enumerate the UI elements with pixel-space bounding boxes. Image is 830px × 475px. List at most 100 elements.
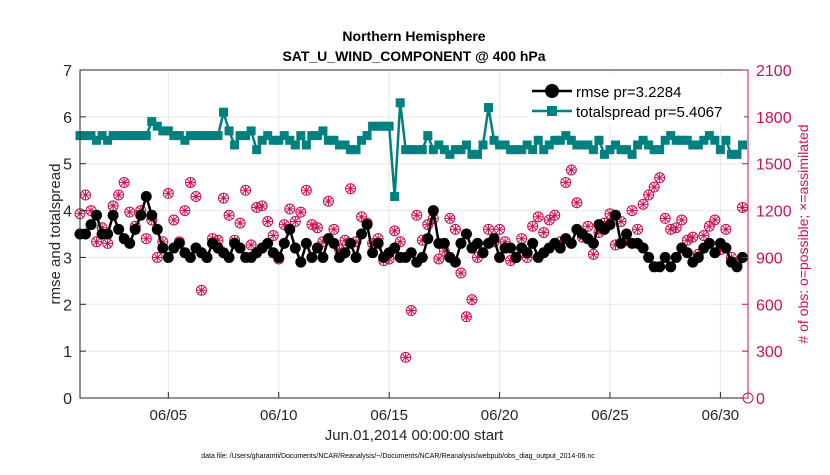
rmse-marker [361, 219, 373, 231]
rmse-marker [477, 247, 489, 259]
totalspread-marker [555, 135, 565, 145]
totalspread-marker [484, 102, 494, 112]
totalspread-marker [147, 117, 157, 127]
totalspread-marker [506, 145, 516, 155]
assimilated-obs-marker [632, 224, 643, 235]
totalspread-marker [230, 140, 240, 150]
y-tick-label: 0 [63, 391, 72, 408]
rmse-marker [422, 233, 434, 245]
totalspread-marker [351, 145, 361, 155]
totalspread-marker [401, 145, 411, 155]
x-axis: 06/05 06/10 06/15 06/20 06/25 06/30 [150, 392, 739, 424]
assimilated-obs-marker [544, 214, 555, 225]
totalspread-marker [158, 126, 168, 136]
totalspread-marker [627, 149, 637, 159]
rmse-marker [367, 247, 379, 259]
totalspread-marker [715, 145, 725, 155]
totalspread-marker [279, 131, 289, 141]
totalspread-marker [599, 149, 609, 159]
assimilated-obs-marker [461, 311, 472, 322]
totalspread-marker [196, 131, 206, 141]
totalspread-marker [219, 107, 229, 117]
totalspread-marker [517, 145, 527, 155]
rmse-marker [720, 242, 732, 254]
totalspread-marker [737, 140, 747, 150]
assimilated-obs-marker [494, 224, 505, 235]
totalspread-marker [611, 140, 621, 150]
assimilated-obs-marker [406, 305, 417, 316]
totalspread-marker [301, 140, 311, 150]
rmse-marker [151, 223, 163, 235]
totalspread-marker [721, 135, 731, 145]
assimilated-obs-marker [649, 182, 660, 193]
totalspread-marker [622, 145, 632, 155]
assimilated-obs-marker [163, 188, 174, 199]
y-tick-label: 6 [63, 110, 72, 127]
assimilated-obs-marker [328, 224, 339, 235]
rmse-marker [610, 209, 622, 221]
totalspread-marker [693, 140, 703, 150]
totalspread-marker [334, 140, 344, 150]
x-tick-label: 06/05 [150, 407, 188, 424]
y2-tick-label: 1800 [756, 110, 792, 127]
assimilated-obs-marker [400, 352, 411, 363]
totalspread-marker [726, 149, 736, 159]
legend-totalspread-label: totalspread pr=5.4067 [576, 104, 722, 121]
totalspread-marker [649, 145, 659, 155]
totalspread-marker [246, 126, 256, 136]
rmse-marker [135, 209, 147, 221]
rmse-marker [201, 251, 213, 263]
totalspread-marker [114, 131, 124, 141]
totalspread-marker [207, 131, 217, 141]
rmse-marker [731, 261, 743, 273]
assimilated-obs-marker [395, 236, 406, 247]
assimilated-obs-marker [643, 189, 654, 200]
rmse-marker [449, 256, 461, 268]
assimilated-obs-marker [483, 224, 494, 235]
y-tick-label: 3 [63, 250, 72, 267]
y2-axis-label: # of obs: o=possible; ×=assimilated [795, 124, 811, 343]
totalspread-marker [412, 145, 422, 155]
rmse-marker [494, 251, 506, 263]
assimilated-obs-marker [91, 236, 102, 247]
totalspread-marker [263, 131, 273, 141]
assimilated-obs-marker [102, 238, 113, 249]
totalspread-marker [362, 131, 372, 141]
totalspread-marker [180, 135, 190, 145]
totalspread-marker [644, 140, 654, 150]
totalspread-marker [136, 131, 146, 141]
assimilated-obs-marker [113, 189, 124, 200]
assimilated-obs-marker [124, 207, 135, 218]
assimilated-obs-marker [389, 225, 400, 236]
assimilated-obs-marker [444, 213, 455, 224]
rmse-marker [262, 237, 274, 249]
rmse-marker [416, 251, 428, 263]
assimilated-obs-marker [179, 205, 190, 216]
assimilated-obs-marker [301, 185, 312, 196]
totalspread-marker [583, 140, 593, 150]
rmse-marker [107, 209, 119, 221]
rmse-marker [157, 242, 169, 254]
chart-title: Northern Hemisphere [342, 28, 485, 44]
right-axis: 0 300 600 900 1200 1500 1800 2100 [742, 63, 792, 408]
assimilated-obs-marker [638, 199, 649, 210]
totalspread-marker [699, 135, 709, 145]
rmse-marker [505, 242, 517, 254]
totalspread-marker [119, 131, 129, 141]
assimilated-obs-marker [323, 196, 334, 207]
rmse-marker [113, 223, 125, 235]
assimilated-obs-marker [411, 210, 422, 221]
assimilated-obs-marker [582, 221, 593, 232]
assimilated-obs-marker [654, 172, 665, 183]
rmse-marker [284, 223, 296, 235]
rmse-marker [146, 209, 158, 221]
assimilated-obs-marker [262, 216, 273, 227]
totalspread-marker [390, 192, 400, 202]
rmse-marker [692, 251, 704, 263]
assimilated-obs-marker [290, 216, 301, 227]
rmse-marker [665, 261, 677, 273]
totalspread-marker [384, 121, 394, 131]
y2-tick-label: 1200 [756, 204, 792, 221]
totalspread-marker [368, 121, 378, 131]
totalspread-marker [655, 145, 665, 155]
